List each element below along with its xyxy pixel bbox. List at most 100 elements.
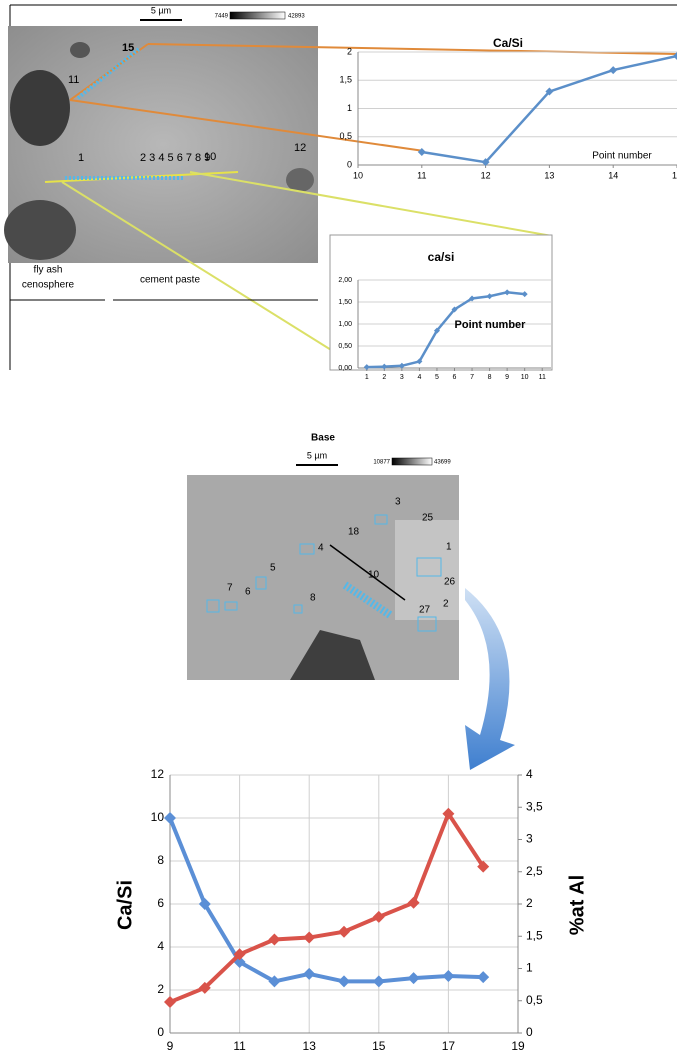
y2-tick-label: 2 — [526, 896, 533, 910]
marker — [442, 970, 455, 983]
micrograph-label: 10 — [368, 570, 380, 581]
y2-tick-label: 3 — [526, 832, 533, 846]
y-tick-label: 12 — [151, 767, 165, 781]
bottom-panel — [187, 457, 515, 770]
chart-title: ca/si — [428, 250, 455, 264]
x-tick-label: 6 — [453, 374, 457, 381]
roi-box — [206, 599, 220, 613]
micrograph-label: 4 — [318, 543, 324, 554]
marker — [398, 362, 405, 369]
y-tick-label: 2 — [347, 46, 352, 56]
marker — [433, 327, 440, 334]
marker — [338, 925, 350, 938]
micrograph-label: 5 — [270, 563, 276, 574]
intensity-max: 43699 — [434, 460, 451, 466]
intensity-min: 10877 — [373, 460, 390, 466]
roi-box — [374, 514, 388, 525]
y2-tick-label: 4 — [526, 767, 533, 781]
marker — [481, 158, 490, 167]
micrograph-label: 3 — [395, 497, 401, 508]
x-tick-label: 14 — [608, 170, 618, 180]
y-tick-label: 4 — [157, 939, 164, 953]
micrograph-label: 26 — [444, 577, 456, 588]
line-scan — [329, 544, 406, 601]
particle — [70, 42, 90, 58]
marker — [504, 289, 511, 296]
x-tick-label: 11 — [233, 1039, 246, 1053]
marker — [673, 51, 677, 60]
x-tick-label: 7 — [470, 374, 474, 381]
micrograph-label: 27 — [419, 605, 431, 616]
marker — [372, 910, 385, 923]
marker — [416, 358, 423, 365]
intensity-bar — [391, 457, 433, 466]
axis-label: %at Al — [566, 875, 588, 935]
x-tick-label: 17 — [442, 1039, 456, 1053]
micrograph-label: 2 3 4 5 6 7 8 9 — [140, 152, 210, 164]
marker — [268, 975, 281, 988]
intensity-min: 7449 — [215, 14, 229, 20]
marker — [198, 981, 211, 994]
micrograph-label: 1 — [78, 152, 84, 164]
micrograph-label: 6 — [245, 587, 251, 598]
y2-tick-label: 2,5 — [526, 864, 543, 878]
roi-box — [293, 604, 303, 614]
particle — [10, 70, 70, 146]
marker — [477, 971, 490, 984]
x-tick-label: 3 — [400, 374, 404, 381]
y-tick-label: 1,00 — [338, 321, 352, 328]
micrograph-label: 11 — [68, 74, 79, 86]
x-tick-label: 13 — [303, 1039, 317, 1053]
marker — [407, 896, 420, 909]
marker — [486, 293, 493, 300]
marker — [451, 306, 458, 313]
marker — [338, 975, 350, 988]
intensity-max: 42893 — [288, 14, 305, 20]
roi-box — [417, 616, 437, 632]
x-tick-label: 11 — [539, 374, 546, 381]
y-tick-label: 2 — [157, 982, 164, 996]
micrograph-label: 7 — [227, 583, 233, 594]
y2-tick-label: 1,5 — [526, 928, 543, 942]
micrograph-label: 25 — [422, 513, 434, 524]
marker — [469, 295, 476, 302]
y-tick-label: 1,50 — [338, 299, 352, 306]
y-tick-label: 1 — [347, 103, 352, 113]
x-tick-label: 19 — [511, 1039, 525, 1053]
x-axis-label: Point number — [455, 319, 527, 331]
x-tick-label: 15 — [372, 1039, 386, 1053]
annotation: cenosphere — [22, 280, 75, 291]
micrograph-label: 8 — [310, 593, 316, 604]
series-line — [366, 291, 525, 369]
roi-box — [224, 601, 238, 611]
marker — [233, 948, 246, 961]
marker — [198, 898, 211, 910]
y-tick-label: 1,5 — [339, 75, 352, 85]
y2-tick-label: 0,5 — [526, 993, 543, 1007]
y-tick-label: 10 — [151, 810, 165, 824]
intensity-bar — [229, 11, 286, 20]
particle — [286, 168, 314, 192]
y-tick-label: 8 — [157, 853, 164, 867]
roi-box — [299, 543, 315, 555]
particle — [290, 630, 375, 680]
x-axis-label: Point number — [592, 151, 652, 162]
marker — [381, 363, 388, 370]
marker — [477, 860, 490, 873]
x-tick-label: 1 — [365, 374, 369, 381]
roi-box — [255, 576, 267, 590]
x-tick-label: 4 — [417, 374, 421, 381]
x-tick-label: 9 — [505, 374, 509, 381]
scale-label: 5 µm — [151, 5, 171, 15]
x-tick-label: 10 — [353, 170, 363, 180]
marker — [303, 967, 316, 980]
marker — [545, 87, 554, 96]
micrograph-label: 2 — [443, 599, 449, 610]
x-tick-label: 2 — [382, 374, 386, 381]
scale-label: 5 µm — [307, 450, 327, 460]
marker — [609, 66, 618, 75]
line-scan — [76, 46, 142, 100]
particle — [4, 200, 76, 260]
annotation: fly ash — [34, 265, 63, 276]
